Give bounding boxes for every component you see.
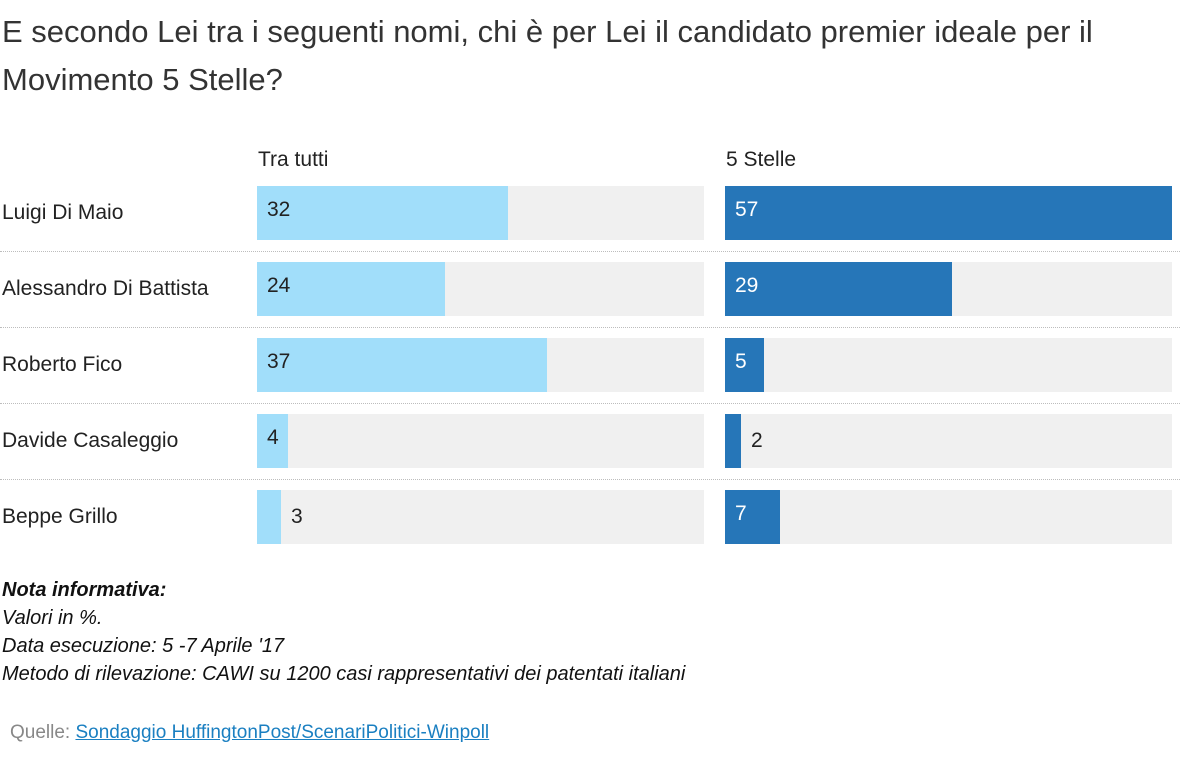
info-note: Nota informativa: Valori in %. Data esec… (2, 576, 685, 688)
data-label: 4 (267, 426, 279, 449)
note-heading: Nota informativa: (2, 579, 167, 601)
data-label: 2 (751, 429, 763, 452)
row-separator (0, 327, 1180, 328)
row-label: Alessandro Di Battista (2, 277, 209, 300)
column-header-5-stelle: 5 Stelle (726, 148, 797, 171)
bar (257, 338, 547, 392)
row-separator (0, 479, 1180, 480)
data-label: 32 (267, 198, 291, 221)
bar-track: 37 (257, 338, 704, 392)
row-separator (0, 251, 1180, 252)
row-label: Beppe Grillo (2, 505, 118, 528)
bar-track: 4 (257, 414, 704, 468)
bar (725, 262, 952, 316)
note-line: Data esecuzione: 5 -7 Aprile '17 (2, 635, 285, 657)
note-line: Metodo di rilevazione: CAWI su 1200 casi… (2, 663, 686, 685)
column-header-tra-tutti: Tra tutti (258, 148, 329, 171)
bar-track: 57 (725, 186, 1172, 240)
data-label: 7 (735, 502, 747, 525)
bar (725, 338, 764, 392)
row-label: Luigi Di Maio (2, 201, 124, 224)
bar (725, 490, 780, 544)
bar (257, 414, 288, 468)
data-label: 3 (291, 505, 303, 528)
source-link[interactable]: Sondaggio HuffingtonPost/ScenariPolitici… (75, 722, 490, 743)
note-line: Valori in %. (2, 607, 103, 629)
chart-title: E secondo Lei tra i seguenti nomi, chi è… (2, 14, 1093, 97)
bar (257, 186, 508, 240)
data-label: 57 (735, 198, 759, 221)
source-label: Quelle: (10, 722, 71, 743)
bar-track: 29 (725, 262, 1172, 316)
bar (257, 490, 281, 544)
bar-track: 32 (257, 186, 704, 240)
bar (725, 414, 741, 468)
row-label: Roberto Fico (2, 353, 123, 376)
data-label: 29 (735, 274, 759, 297)
bar-track: 3 (257, 490, 704, 544)
bar-track: 5 (725, 338, 1172, 392)
data-label: 24 (267, 274, 291, 297)
bar (257, 262, 445, 316)
bar-track: 24 (257, 262, 704, 316)
row-separator (0, 403, 1180, 404)
source-line: Quelle: Sondaggio HuffingtonPost/Scenari… (10, 722, 489, 744)
bar-track: 2 (725, 414, 1172, 468)
bar (725, 186, 1172, 240)
data-label: 37 (267, 350, 291, 373)
data-label: 5 (735, 350, 747, 373)
bar-track: 7 (725, 490, 1172, 544)
row-label: Davide Casaleggio (2, 429, 179, 452)
